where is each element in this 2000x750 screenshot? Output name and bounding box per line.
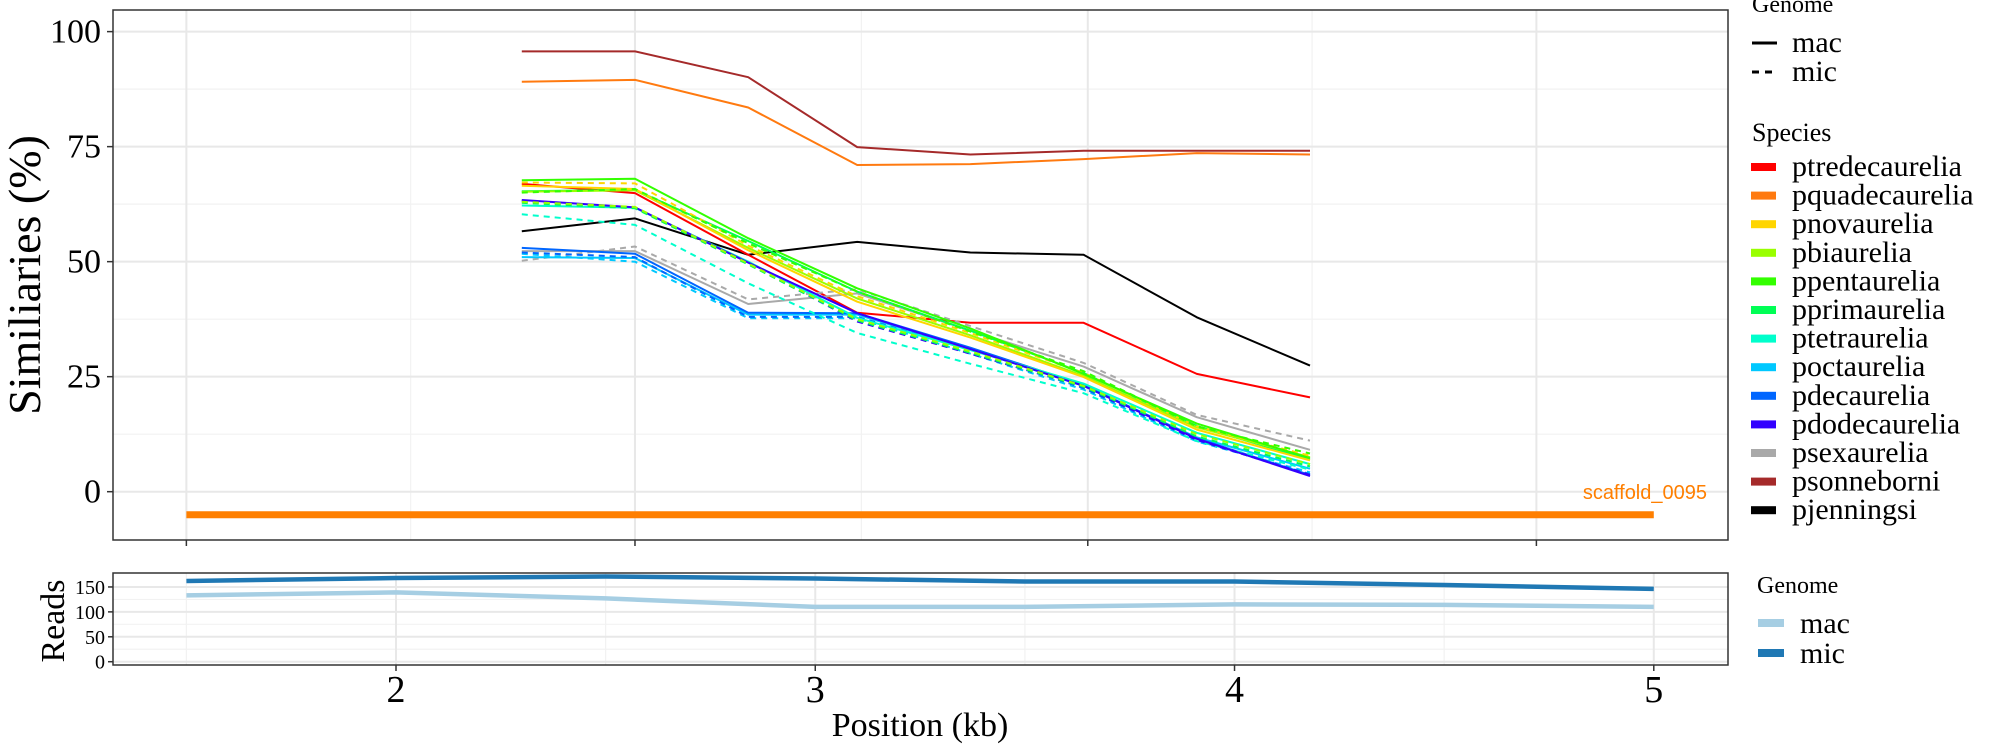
series-line-pnovaurelia-mic bbox=[521, 181, 1311, 457]
series-line-pjenningsi-mac bbox=[521, 217, 1311, 367]
x-tick-label: 2 bbox=[387, 669, 406, 711]
legend-label-ptredecaurelia: ptredecaurelia bbox=[1792, 150, 1962, 183]
panel-border bbox=[112, 572, 1729, 666]
legend-key-psonneborni bbox=[1751, 477, 1776, 486]
reads-y-axis-title: Reads bbox=[35, 579, 72, 662]
y-tick-label: 50 bbox=[85, 627, 105, 649]
legend-label-mic: mic bbox=[1792, 55, 1837, 88]
series-line-ppentaurelia-mic bbox=[521, 188, 1311, 455]
panel-background bbox=[113, 10, 1728, 540]
legend-label-pdecaurelia: pdecaurelia bbox=[1792, 379, 1930, 412]
y-tick-label: 25 bbox=[67, 359, 101, 396]
legend-key-ptredecaurelia bbox=[1751, 163, 1776, 171]
legend-label-ppentaurelia: ppentaurelia bbox=[1792, 264, 1940, 297]
series-line-psonneborni-mac bbox=[521, 50, 1310, 156]
similarity-y-axis-title: Similiaries (%) bbox=[0, 135, 50, 415]
y-tick-label: 100 bbox=[50, 14, 101, 51]
legend-label-psonneborni: psonneborni bbox=[1792, 465, 1940, 498]
reads-legend-label-mac: mac bbox=[1800, 607, 1850, 640]
y-tick-label: 75 bbox=[67, 129, 101, 166]
legend-key-pprimaurelia bbox=[1751, 306, 1776, 314]
x-tick-label: 4 bbox=[1225, 669, 1244, 711]
series-line-ppentaurelia-mac bbox=[521, 177, 1311, 460]
similarity-panel: 0 25 50 75 100 scaffold_0095 bbox=[50, 9, 1729, 546]
legend-label-pprimaurelia: pprimaurelia bbox=[1792, 293, 1945, 326]
legend-key-pdodecaurelia bbox=[1751, 420, 1776, 429]
legend-key-pquadecaurelia bbox=[1751, 191, 1776, 200]
series-line-pbiaurelia-mic bbox=[521, 200, 1311, 466]
x-tick-label: 3 bbox=[806, 669, 825, 711]
x-axis-title: Position (kb) bbox=[832, 707, 1009, 744]
series-line-pquadecaurelia-mac bbox=[521, 78, 1311, 166]
y-tick-label: 0 bbox=[84, 474, 101, 511]
legend-label-mac: mac bbox=[1792, 26, 1842, 59]
genome-linetype-legend-title: Genome bbox=[1752, 0, 1833, 18]
legend-label-pbiaurelia: pbiaurelia bbox=[1792, 236, 1912, 269]
reads-line-mic bbox=[186, 574, 1654, 592]
legend-label-ptetraurelia: ptetraurelia bbox=[1792, 322, 1929, 355]
legend-label-poctaurelia: poctaurelia bbox=[1792, 350, 1925, 383]
legend-label-pquadecaurelia: pquadecaurelia bbox=[1792, 179, 1974, 212]
legend-key-ppentaurelia bbox=[1751, 277, 1776, 286]
reads-legend-key-mic bbox=[1758, 649, 1784, 657]
x-tick-label: 5 bbox=[1644, 669, 1663, 711]
legend: Genome Species Genome macmicptredecaurel… bbox=[1751, 0, 1974, 670]
legend-label-pdodecaurelia: pdodecaurelia bbox=[1792, 407, 1960, 440]
legend-key-ptetraurelia bbox=[1751, 334, 1776, 343]
y-tick-label: 150 bbox=[75, 577, 105, 599]
legend-key-poctaurelia bbox=[1751, 363, 1776, 372]
legend-label-psexaurelia: psexaurelia bbox=[1792, 436, 1929, 469]
legend-label-pjenningsi: pjenningsi bbox=[1792, 493, 1917, 526]
reads-panel: 0 50 100 150 2 3 4 5 bbox=[75, 572, 1729, 711]
legend-key-pnovaurelia bbox=[1751, 220, 1776, 229]
legend-key-pjenningsi bbox=[1751, 506, 1776, 515]
reads-line-mac bbox=[186, 590, 1654, 610]
legend-label-pnovaurelia: pnovaurelia bbox=[1792, 207, 1934, 240]
reads-legend-label-mic: mic bbox=[1800, 637, 1845, 670]
legend-key-pdecaurelia bbox=[1751, 391, 1776, 400]
y-tick-label: 50 bbox=[67, 244, 101, 281]
scaffold-label: scaffold_0095 bbox=[1583, 482, 1707, 504]
species-legend-title: Species bbox=[1752, 118, 1831, 147]
y-tick-label: 0 bbox=[95, 652, 105, 674]
reads-legend-key-mac bbox=[1758, 619, 1784, 627]
series-line-pnovaurelia-mac bbox=[521, 184, 1311, 462]
y-tick-label: 100 bbox=[75, 602, 105, 624]
legend-key-psexaurelia bbox=[1751, 449, 1776, 457]
panel-border bbox=[112, 9, 1729, 541]
legend-key-pbiaurelia bbox=[1751, 248, 1776, 257]
series-line-pprimaurelia-mic bbox=[521, 201, 1311, 468]
reads-genome-legend-title: Genome bbox=[1757, 573, 1838, 599]
series-line-ptetraurelia-mic bbox=[521, 213, 1311, 471]
